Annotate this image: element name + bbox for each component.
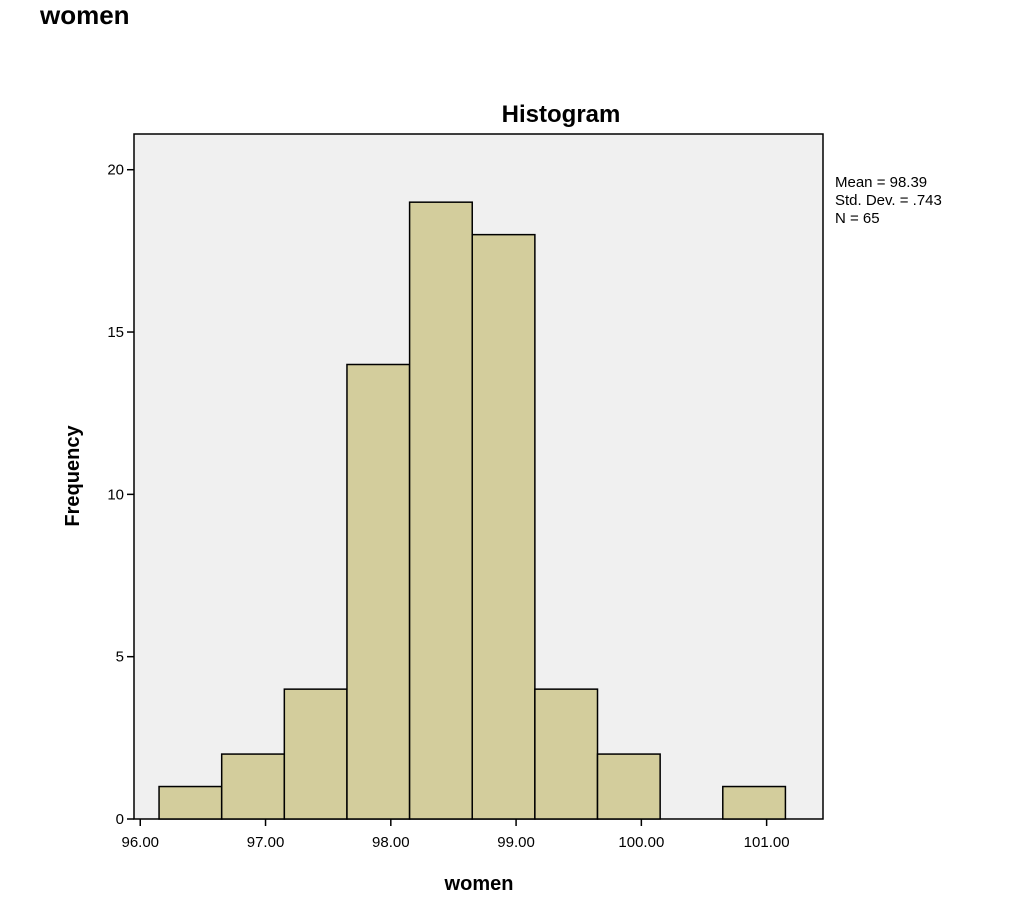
stats-std-dev: Std. Dev. = .743 [835,192,942,209]
x-tick-label: 101.00 [744,834,790,851]
histogram-bar-3 [346,363,411,820]
stats-legend: Mean = 98.39 Std. Dev. = .743 N = 65 [835,174,942,227]
x-axis-label: women [444,873,514,895]
histogram-bar-7 [596,753,661,820]
histogram-bar-5 [471,233,536,820]
histogram-bar-6 [534,688,599,820]
y-tick-label: 5 [116,649,124,666]
page-heading: women [40,0,130,30]
x-tick-label: 96.00 [121,834,159,851]
x-axis: 96.00 97.00 98.00 99.00 100.00 101.00 [121,819,790,851]
histogram-bar-0 [158,785,223,820]
y-axis-label: Frequency [62,425,84,527]
chart-title: Histogram [502,101,621,128]
histogram-bar-9 [722,785,787,820]
y-tick-label: 0 [116,811,124,828]
histogram-bar-4 [408,201,473,820]
stats-n: N = 65 [835,210,880,227]
x-tick-label: 100.00 [618,834,664,851]
stats-mean: Mean = 98.39 [835,174,927,191]
bars-group [158,201,787,820]
x-tick-label: 97.00 [247,834,285,851]
x-tick-label: 98.00 [372,834,410,851]
histogram-bar-1 [220,753,286,820]
x-tick-label: 99.00 [497,834,535,851]
histogram-bar-2 [283,688,348,820]
y-tick-label: 10 [107,486,124,503]
y-tick-label: 15 [107,324,124,341]
y-tick-label: 20 [107,162,124,179]
y-axis: 0 5 10 15 20 [107,162,134,828]
